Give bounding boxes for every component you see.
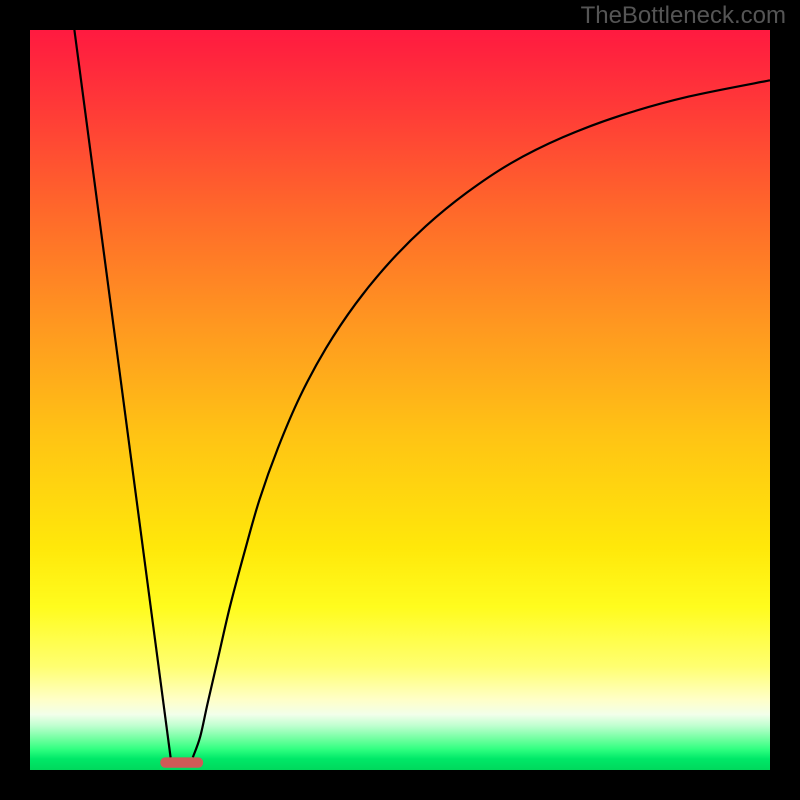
gradient-plot-area [30,30,770,770]
min_marker [160,757,203,767]
chart-svg: TheBottleneck.com [0,0,800,800]
bottleneck-chart: TheBottleneck.com [0,0,800,800]
markers-group [160,757,203,767]
watermark-text: TheBottleneck.com [581,2,786,29]
